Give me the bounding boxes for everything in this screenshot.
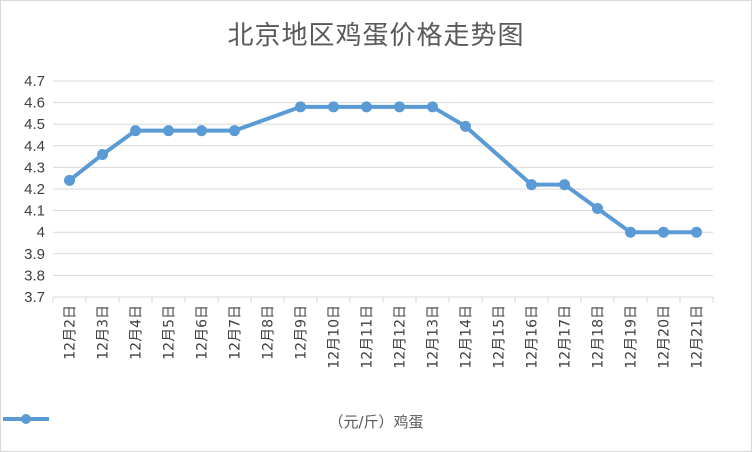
data-point	[691, 226, 702, 238]
x-tick-label: 12月9日	[294, 305, 310, 360]
x-tick-label: 12月15日	[492, 305, 508, 369]
legend-label: （元/斤）鸡蛋	[328, 413, 424, 431]
data-point	[559, 179, 570, 191]
y-axis-ticks: 3.7 3.8 3.9 4 4.1 4.2 4.3 4.4 4.5 4.6 4.7	[24, 73, 45, 306]
y-tick-label: 4.2	[24, 181, 45, 198]
data-point	[460, 120, 471, 132]
y-tick-label: 3.7	[24, 289, 45, 306]
x-tick-label: 12月6日	[195, 305, 211, 360]
x-tick-label: 12月18日	[591, 305, 607, 369]
legend-swatch-icon	[3, 414, 49, 424]
x-tick-label: 12月12日	[393, 305, 409, 369]
y-tick-label: 4.7	[24, 73, 45, 90]
y-tick-label: 4.6	[24, 95, 45, 112]
data-point	[427, 101, 438, 113]
series-layer	[64, 101, 702, 238]
chart-title: 北京地区鸡蛋价格走势图	[227, 21, 525, 51]
y-tick-label: 4.4	[24, 138, 45, 155]
x-tick-label: 12月11日	[360, 305, 376, 369]
data-point	[658, 226, 669, 238]
data-point	[625, 226, 636, 238]
data-point	[64, 174, 75, 186]
data-point	[526, 179, 537, 191]
x-tick-label: 12月10日	[327, 305, 343, 369]
grid-lines	[52, 80, 714, 303]
x-tick-label: 12月5日	[162, 305, 178, 360]
x-tick-label: 12月16日	[525, 305, 541, 369]
x-tick-label: 12月4日	[129, 305, 145, 360]
legend: （元/斤）鸡蛋	[1, 411, 751, 432]
x-tick-label: 12月8日	[261, 305, 277, 360]
y-tick-label: 4.5	[24, 116, 45, 133]
x-tick-label: 12月14日	[459, 305, 475, 369]
y-tick-label: 3.8	[24, 267, 45, 284]
data-point	[328, 101, 339, 113]
data-point	[229, 125, 240, 137]
data-point	[97, 148, 108, 160]
x-tick-label: 12月13日	[426, 305, 442, 369]
x-tick-label: 12月19日	[624, 305, 640, 369]
data-point	[196, 125, 207, 137]
data-point	[361, 101, 372, 113]
y-tick-label: 4.1	[24, 203, 45, 220]
data-point	[394, 101, 405, 113]
x-tick-label: 12月20日	[657, 305, 673, 369]
data-point	[295, 101, 306, 113]
series-line	[67, 104, 699, 235]
y-tick-label: 4.3	[24, 159, 45, 176]
x-axis-ticks: 12月2日 12月3日 12月4日 12月5日 12月6日 12月7日 12月8日 12月9日…	[63, 305, 706, 369]
x-tick-label: 12月21日	[690, 305, 706, 369]
y-tick-label: 3.9	[24, 246, 45, 263]
x-tick-label: 12月7日	[228, 305, 244, 360]
x-tick-label: 12月17日	[558, 305, 574, 369]
data-point	[163, 125, 174, 137]
y-tick-label: 4	[37, 224, 45, 241]
data-point	[592, 202, 603, 214]
data-point	[130, 125, 141, 137]
x-tick-label: 12月3日	[96, 305, 112, 360]
x-tick-label: 12月2日	[63, 305, 79, 360]
